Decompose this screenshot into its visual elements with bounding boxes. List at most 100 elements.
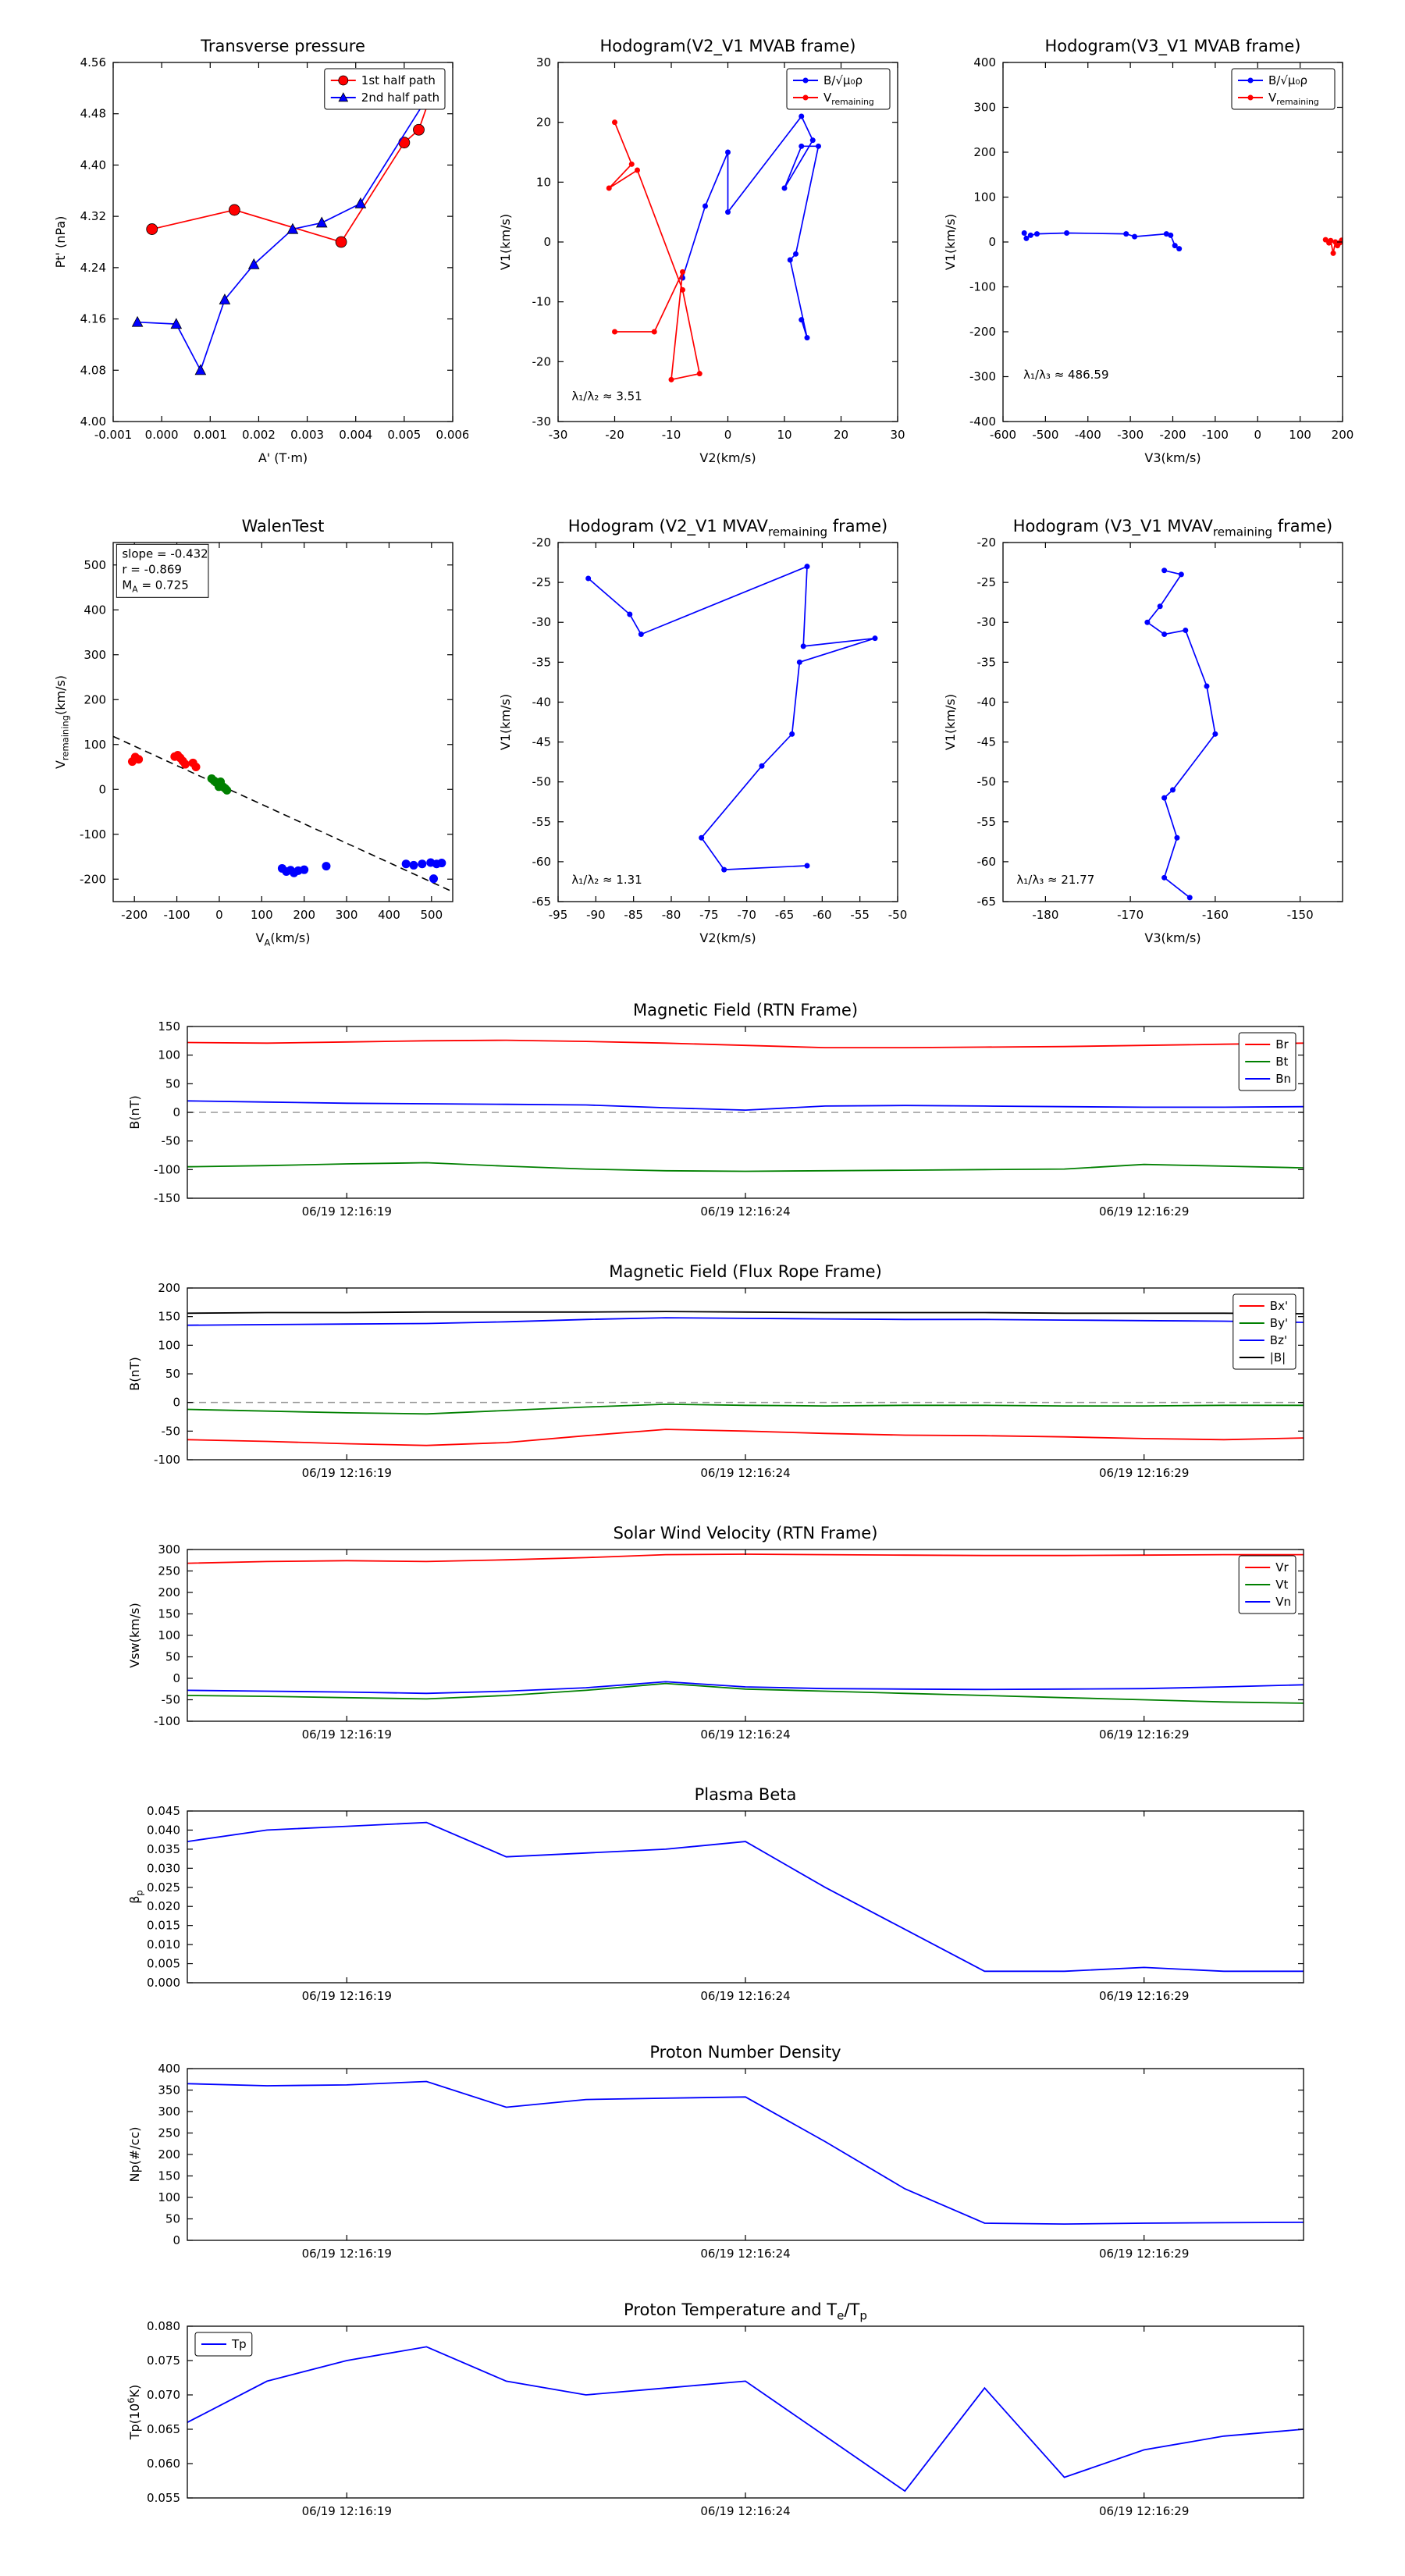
- y-tick-label: 400: [158, 2062, 180, 2076]
- y-tick-label: 4.08: [80, 363, 106, 377]
- svg-proton-number-density: 06/19 12:16:19 06/19 12:16:24 06/19 12:16:…: [127, 2043, 1304, 2261]
- marker-triangle: [338, 92, 349, 102]
- y-ticks: -200 -100 0 100 200 300 400 500: [80, 558, 453, 886]
- annotation: λ₁/λ₂ ≈ 1.31: [571, 873, 642, 887]
- y-tick-label: 50: [165, 1367, 180, 1381]
- svg-proton-temperature: 06/19 12:16:19 06/19 12:16:24 06/19 12:16:…: [126, 2300, 1304, 2518]
- marker-circle: [816, 143, 821, 149]
- y-tick-label: 0: [543, 235, 551, 249]
- marker-triangle: [247, 258, 260, 269]
- y-axis-label: Vsw(km/s): [127, 1603, 142, 1667]
- y-tick-label: -200: [80, 872, 106, 886]
- y-tick-label: -100: [154, 1162, 180, 1176]
- x-tick-label: 06/19 12:16:24: [700, 1204, 790, 1219]
- y-tick-label: 0.065: [147, 2422, 180, 2436]
- marker-circle: [1157, 603, 1163, 610]
- marker-circle: [1170, 787, 1176, 793]
- y-ticks: -400 -300 -200 -100 0 100 200 300 400: [969, 55, 1343, 429]
- marker-circle: [335, 236, 347, 248]
- x-tick-label: 100: [1289, 428, 1311, 442]
- legend-label-by-prime: By': [1270, 1316, 1288, 1330]
- marker-circle: [398, 137, 411, 149]
- series-vn: [187, 1681, 1304, 1695]
- legend-label-bn: Bn: [1275, 1072, 1291, 1086]
- x-tick-label: -70: [737, 908, 756, 922]
- y-tick-label: 250: [158, 1564, 180, 1578]
- legend: Br Bt Bn: [1238, 1032, 1297, 1091]
- y-tick-label: -300: [969, 370, 996, 384]
- y-tick-label: -30: [532, 415, 552, 429]
- marker-circle: [585, 575, 592, 582]
- x-ticks: -95 -90 -85 -80 -75 -70 -65 -60 -55 -50: [549, 543, 908, 922]
- x-tick-label: -200: [121, 908, 148, 922]
- marker-circle: [322, 862, 331, 871]
- chart-title: Transverse pressure: [200, 37, 365, 55]
- svg-hodogram-v2v1-mvav: -95 -90 -85 -80 -75 -70 -65 -60 -55 -50-65-60-55-…: [498, 517, 908, 945]
- y-tick-label: -30: [977, 615, 997, 629]
- marker-circle: [1027, 232, 1033, 238]
- y-tick-label: 0: [98, 782, 106, 796]
- y-tick-label: -60: [532, 855, 552, 869]
- marker-circle: [789, 731, 795, 737]
- x-tick-label: -50: [888, 908, 908, 922]
- y-axis-label: B(nT): [127, 1095, 142, 1129]
- y-tick-label: 4.16: [80, 312, 106, 326]
- x-tick-label: 06/19 12:16:19: [302, 1989, 392, 2003]
- y-axis-label: V1(km/s): [943, 694, 958, 750]
- marker-circle: [1021, 230, 1027, 236]
- x-axis-label: A' (T·m): [258, 450, 308, 465]
- marker-circle: [338, 75, 349, 86]
- marker-circle: [1034, 231, 1040, 237]
- marker-circle: [214, 782, 223, 792]
- x-tick-label: 06/19 12:16:29: [1099, 1204, 1189, 1219]
- x-ticks: 06/19 12:16:19 06/19 12:16:24 06/19 12:16:…: [302, 2326, 1189, 2518]
- marker-circle: [799, 113, 805, 119]
- x-tick-label: 300: [336, 908, 358, 922]
- marker-circle: [725, 209, 731, 215]
- marker-circle: [429, 874, 439, 884]
- x-ticks: -180 -170 -160 -150: [1032, 543, 1314, 922]
- y-tick-label: -50: [162, 1693, 181, 1707]
- marker-circle: [437, 859, 446, 868]
- x-tick-label: -160: [1202, 908, 1229, 922]
- y-tick-label: -40: [532, 695, 552, 709]
- legend-label-second-half-path: 2nd half path: [361, 91, 439, 105]
- series-bt: [187, 1162, 1304, 1172]
- legend-label-br: Br: [1275, 1037, 1289, 1051]
- y-ticks: 0.000 0.005 0.010 0.015 0.020 0.025 0.030 0.035…: [147, 1804, 1304, 1990]
- y-axis-label: V1(km/s): [498, 214, 513, 270]
- y-tick-label: 30: [536, 55, 551, 69]
- y-tick-label: 4.56: [80, 55, 106, 69]
- marker-circle: [804, 335, 810, 341]
- y-tick-label: 4.48: [80, 107, 106, 121]
- marker-triangle: [286, 222, 299, 234]
- legend-label-b-field: B/√μ₀ρ: [823, 73, 863, 87]
- y-ticks: -65 -60 -55 -50 -45 -40 -35 -30 -25 -20: [532, 535, 898, 909]
- y-tick-label: -100: [154, 1453, 180, 1467]
- axes-frame: [557, 542, 898, 902]
- y-tick-label: 300: [973, 101, 996, 115]
- x-tick-label: -170: [1117, 908, 1144, 922]
- annotation-text: r = -0.869: [122, 562, 182, 576]
- x-ticks: 06/19 12:16:19 06/19 12:16:24 06/19 12:16:…: [302, 1811, 1189, 2003]
- plot-area: [113, 543, 453, 902]
- chart-title: Proton Temperature and Te/Tp: [624, 2300, 867, 2323]
- y-tick-label: 200: [158, 1281, 180, 1295]
- annotation-text: λ₁/λ₂ ≈ 3.51: [571, 389, 642, 403]
- axes-frame: [1002, 62, 1343, 422]
- chart-title: Solar Wind Velocity (RTN Frame): [614, 1524, 878, 1542]
- series-vt: [187, 1682, 1304, 1704]
- marker-circle: [612, 329, 617, 335]
- x-tick-label: 06/19 12:16:29: [1099, 1727, 1189, 1742]
- y-ticks: 0.055 0.060 0.065 0.070 0.075 0.080: [147, 2319, 1304, 2505]
- chart-title: Proton Number Density: [649, 2043, 841, 2062]
- y-tick-label: 4.00: [80, 415, 106, 429]
- x-tick-label: 100: [251, 908, 273, 922]
- y-tick-label: -400: [969, 415, 996, 429]
- x-ticks: 06/19 12:16:19 06/19 12:16:24 06/19 12:16:…: [302, 1026, 1189, 1219]
- y-tick-label: -50: [532, 775, 552, 789]
- series-br: [187, 1039, 1304, 1048]
- legend: B/√μ₀ρ Vremaining: [786, 68, 891, 110]
- x-tick-label: -75: [699, 908, 719, 922]
- series-group: [606, 113, 821, 382]
